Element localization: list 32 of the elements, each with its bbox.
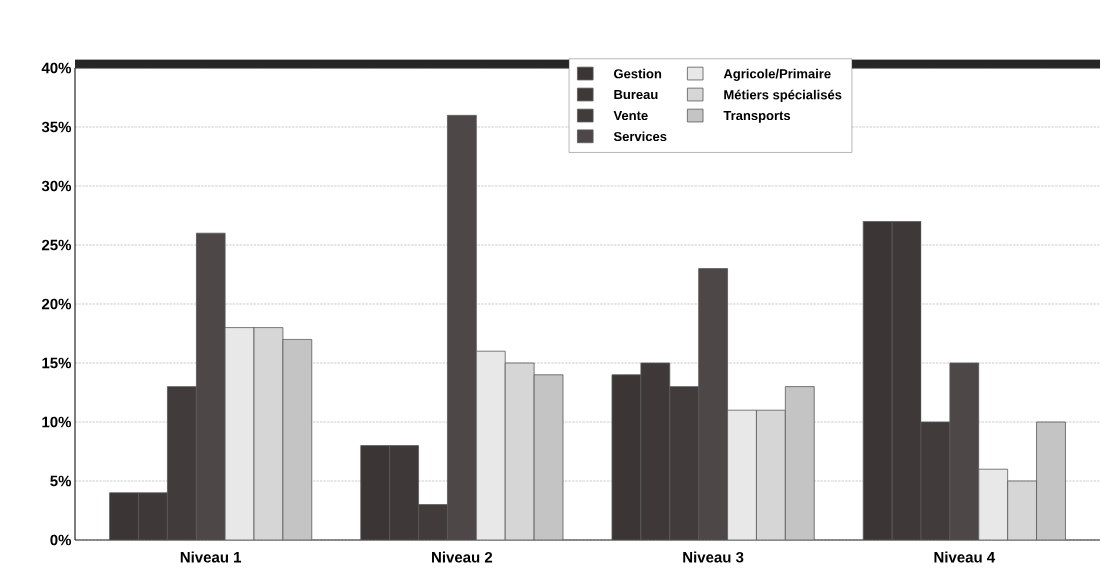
y-tick-label: 25% — [41, 239, 72, 251]
bar — [533, 374, 564, 540]
legend-label: Bureau — [614, 90, 658, 100]
bar — [1036, 421, 1066, 540]
y-tick-label: 40% — [41, 62, 72, 74]
y-tick-label: 10% — [42, 416, 72, 428]
x-tick-label: Niveau 3 — [683, 551, 744, 563]
legend-label: Gestion — [614, 68, 662, 79]
legend-label: Métiers spécialisés — [724, 89, 842, 102]
bar — [282, 339, 313, 540]
x-tick-label: Niveau 2 — [432, 551, 493, 563]
y-tick-label: 5% — [50, 475, 72, 487]
y-tick-label: 30% — [41, 180, 72, 192]
bar — [504, 362, 535, 540]
legend-label: Vente — [613, 111, 648, 121]
x-tick-label: Niveau 4 — [934, 551, 996, 563]
legend-label: Services — [613, 131, 667, 142]
x-tick-label: Niveau 1 — [180, 551, 242, 563]
y-tick-label: 35% — [41, 121, 72, 133]
bar — [756, 409, 786, 540]
legend-label: Agricole/Primaire — [723, 68, 831, 81]
bar — [253, 327, 284, 540]
bar — [224, 327, 255, 540]
y-tick-label: 0% — [50, 534, 72, 546]
y-tick-label: 20% — [41, 298, 72, 310]
bar — [475, 350, 506, 540]
legend-label: Transports — [723, 111, 791, 123]
bar — [727, 409, 757, 540]
bar — [784, 386, 815, 540]
bar — [1007, 480, 1037, 540]
bar — [978, 468, 1009, 540]
y-tick-label: 15% — [42, 357, 72, 369]
